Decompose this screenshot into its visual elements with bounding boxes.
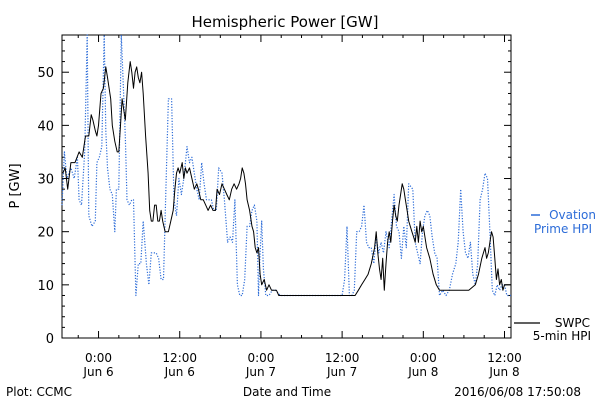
y-axis: 0 10 20 30 40 50 [37,39,511,347]
y-tick-label: 50 [37,66,54,81]
x-tick-label-date: Jun 6 [82,365,113,379]
plot-area-frame [61,34,512,339]
y-tick-label: 30 [37,173,54,188]
x-tick-label-time: 12:00 [162,351,197,365]
x-tick-label-date: Jun 8 [488,365,519,379]
x-tick-label-time: 0:00 [410,351,437,365]
series-line-swpc-5-min-hpi [62,61,511,296]
x-tick-label-time: 0:00 [247,351,274,365]
y-tick-label: 40 [37,119,54,134]
x-tick-label-time: 12:00 [487,351,522,365]
y-tick-label: 0 [46,332,54,347]
y-axis-label: P [GW] [8,163,23,208]
legend-ovation-label-line2: Prime HPI [534,222,592,236]
legend-swpc-label-line2: 5-min HPI [533,329,591,343]
x-tick-label-date: Jun 7 [245,365,276,379]
chart-title: Hemispheric Power [GW] [192,13,379,31]
legend-ovation-label-line1: Ovation [549,208,596,222]
series-line-ovation-prime-hpi [61,34,511,297]
series-layer [61,34,511,297]
x-tick-label-time: 0:00 [85,351,112,365]
x-axis-label: Date and Time [243,385,331,399]
x-tick-label-date: Jun 7 [326,365,357,379]
y-tick-label: 10 [37,279,54,294]
legend-swpc-label-line1: SWPC [555,316,590,330]
x-tick-label-date: Jun 8 [407,365,438,379]
x-tick-label-date: Jun 6 [164,365,195,379]
y-tick-label: 20 [37,226,54,241]
x-tick-label-time: 12:00 [325,351,360,365]
timestamp: 2016/06/08 17:50:08 [454,385,581,399]
plot-credit: Plot: CCMC [6,385,72,399]
legend: Ovation Prime HPI SWPC 5-min HPI [514,208,596,343]
